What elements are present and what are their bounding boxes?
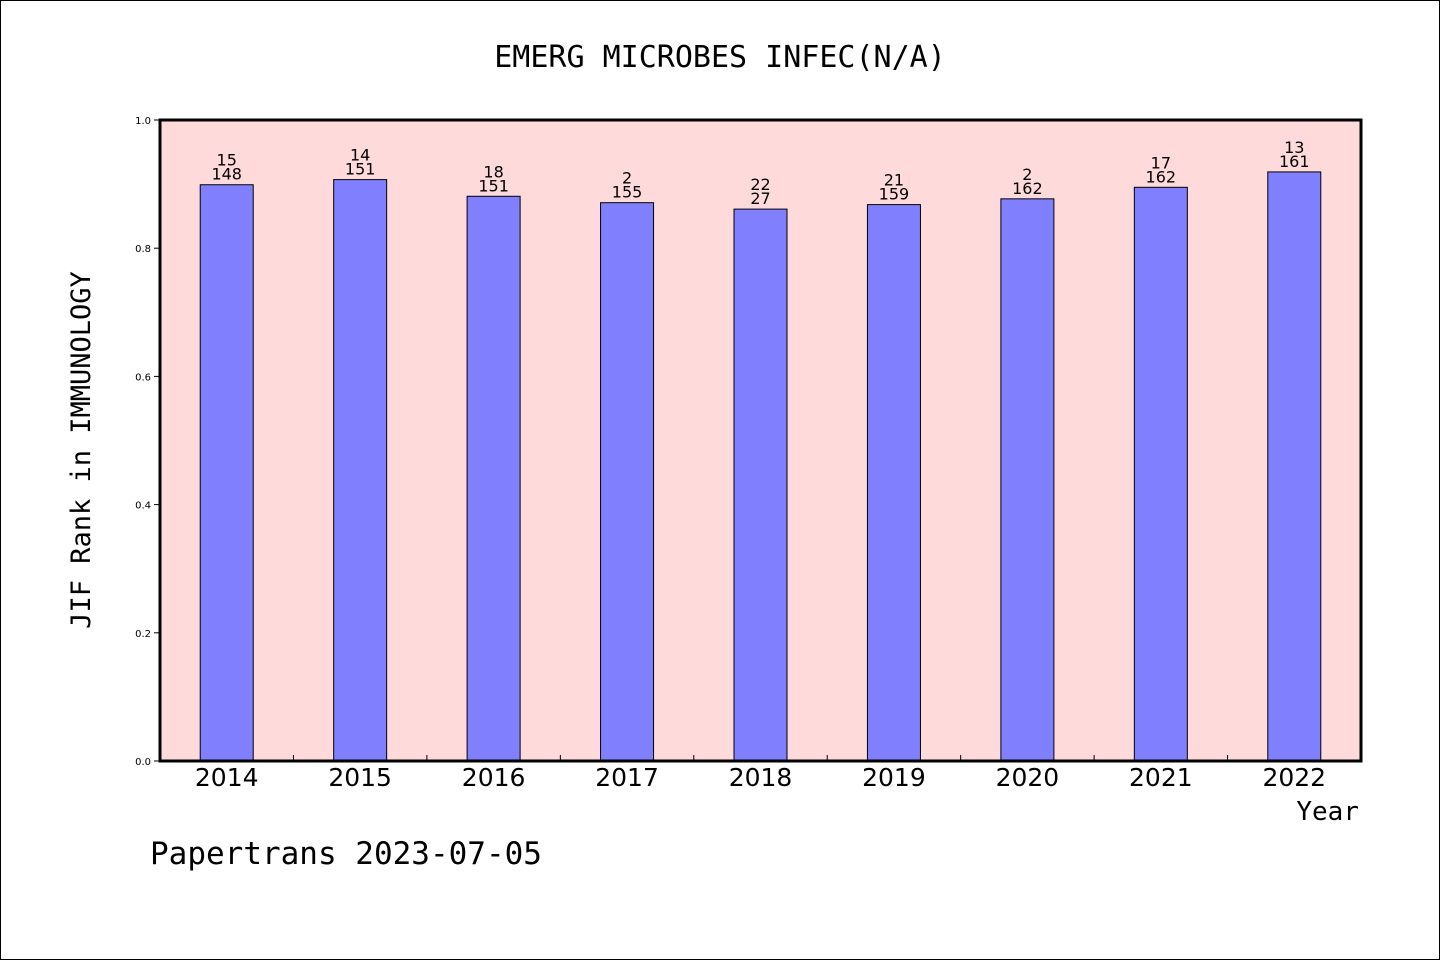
- bar-total-label: 159: [879, 185, 910, 204]
- chart-title: EMERG MICROBES INFEC(N/A): [494, 40, 946, 75]
- x-tick-label: 2020: [996, 763, 1060, 792]
- bar-total-label: 151: [478, 176, 509, 195]
- y-tick-label: 0.6: [135, 372, 151, 383]
- y-axis-label: JIF Rank in IMMUNOLOGY: [66, 271, 97, 629]
- x-tick-label: 2016: [462, 763, 526, 792]
- bar-total-label: 155: [612, 183, 643, 202]
- y-tick-label: 0.8: [135, 244, 151, 255]
- y-tick-label: 0.2: [135, 629, 151, 640]
- x-tick-label: 2019: [862, 763, 926, 792]
- bar-2015: [333, 179, 388, 762]
- source-label: Papertrans 2023-07-05: [150, 836, 542, 872]
- bar-rank-label: 2: [1022, 165, 1032, 184]
- bar-total-label: 161: [1279, 152, 1310, 171]
- x-tick-label: 2022: [1262, 763, 1326, 792]
- x-tick-label: 2014: [195, 763, 259, 792]
- bar-2020: [1000, 198, 1055, 762]
- y-tick-label: 0.0: [135, 757, 151, 768]
- bar-total-label: 151: [345, 160, 376, 179]
- y-axis-ticks: 0.0 0.2 0.4 0.6 0.8 1.0: [135, 116, 160, 768]
- x-axis-ticks: 2014 2015 2016 2017 2018 2019 2020 2021 2022: [195, 755, 1326, 792]
- bar-2017: [600, 202, 655, 762]
- bar-2021: [1133, 186, 1188, 762]
- bar-2014: [199, 184, 254, 762]
- bar-2018: [733, 208, 788, 762]
- x-axis-label: Year: [1296, 797, 1359, 827]
- bar-rank-label: 13: [1284, 138, 1304, 157]
- bar-2019: [866, 204, 921, 762]
- bar-rank-label: 22: [750, 175, 770, 194]
- bar-rank-label: 15: [217, 151, 237, 170]
- y-tick-label: 0.4: [135, 501, 151, 512]
- bar-2016: [466, 195, 521, 762]
- bar-2022: [1267, 171, 1322, 762]
- bar-total-label: 27: [750, 189, 770, 208]
- bar-rank-label: 2: [622, 169, 632, 188]
- x-tick-label: 2017: [595, 763, 659, 792]
- x-tick-label: 2015: [328, 763, 392, 792]
- x-tick-label: 2018: [729, 763, 793, 792]
- x-tick-label: 2021: [1129, 763, 1193, 792]
- bar-rank-label: 17: [1151, 153, 1171, 172]
- bar-total-label: 148: [211, 165, 242, 184]
- bar-total-label: 162: [1146, 167, 1177, 186]
- bar-rank-label: 21: [884, 171, 904, 190]
- bar-rank-label: 18: [483, 162, 503, 181]
- plot-border: [158, 118, 1363, 763]
- bars-group: [199, 171, 1322, 762]
- bar-rank-label: 14: [350, 146, 370, 165]
- bar-total-label: 162: [1012, 179, 1043, 198]
- y-tick-label: 1.0: [135, 116, 151, 127]
